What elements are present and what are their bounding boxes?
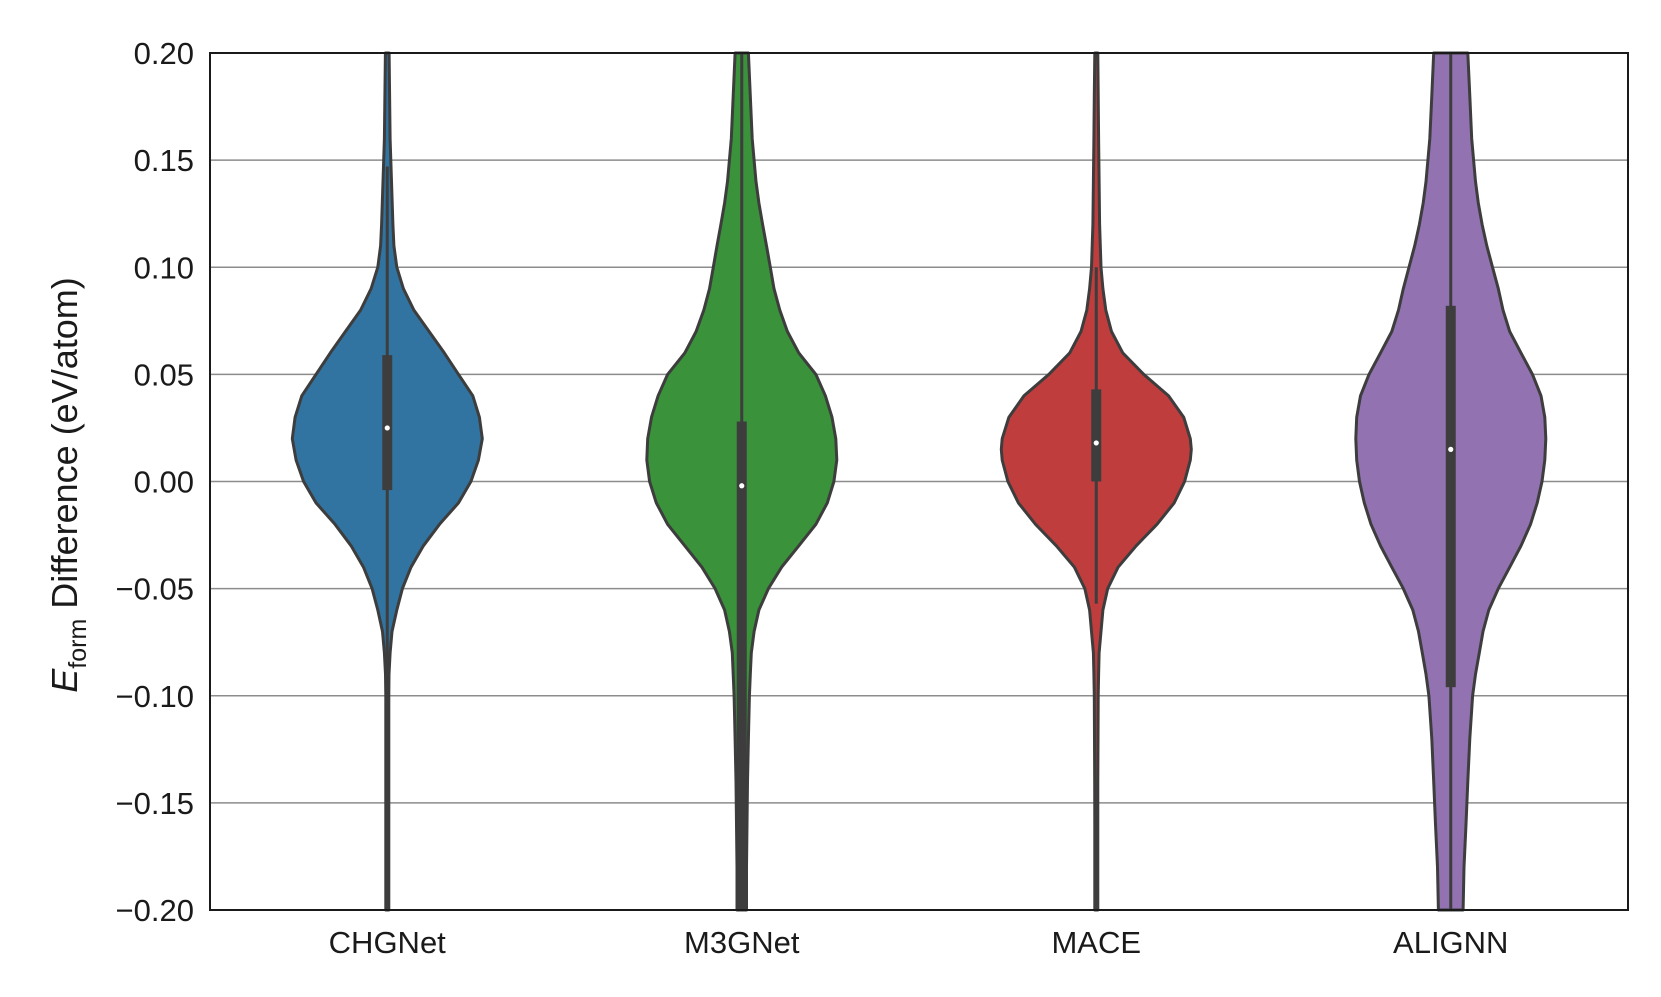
y-tick-label: 0.05 xyxy=(134,357,194,392)
violin-iqr-box xyxy=(1445,305,1456,688)
x-tick-label: ALIGNN xyxy=(1393,925,1508,960)
plot-frame xyxy=(209,52,1629,911)
violin-iqr-box xyxy=(382,355,393,491)
y-axis-label-main: E xyxy=(44,668,85,693)
y-axis-label: Eform Difference (eV/atom) xyxy=(44,277,92,693)
y-tick-labels: −0.20 −0.15 −0.10 −0.05 0.00 0.05 0.10 0.15 0.20 xyxy=(116,36,194,928)
y-tick-label: −0.10 xyxy=(116,679,194,714)
x-tick-label: CHGNet xyxy=(329,925,447,960)
violin-chgnet xyxy=(290,51,484,912)
y-tick-label: −0.05 xyxy=(116,572,194,607)
x-tick-label: MACE xyxy=(1051,925,1141,960)
violin-mace xyxy=(999,51,1193,912)
violin-median xyxy=(1448,446,1454,452)
violin-median xyxy=(384,425,390,431)
violin-m3gnet xyxy=(645,51,839,912)
y-axis-label-rest: Difference (eV/atom) xyxy=(44,277,85,618)
violin-alignn xyxy=(1354,51,1548,912)
y-axis-label-sub: form xyxy=(64,619,92,669)
x-tick-label: M3GNet xyxy=(684,925,800,960)
x-tick-labels: CHGNet M3GNet MACE ALIGNN xyxy=(329,925,1509,960)
y-tick-label: 0.20 xyxy=(134,36,194,71)
violin-iqr-box xyxy=(736,421,747,910)
violin-median xyxy=(739,483,745,489)
y-tick-label: 0.10 xyxy=(134,250,194,285)
y-tick-label: −0.20 xyxy=(116,893,194,928)
y-tick-label: −0.15 xyxy=(116,786,194,821)
violin-median xyxy=(1093,440,1099,446)
y-tick-label: 0.00 xyxy=(134,465,194,500)
violin-iqr-box xyxy=(1091,389,1102,482)
y-tick-label: 0.15 xyxy=(134,143,194,178)
